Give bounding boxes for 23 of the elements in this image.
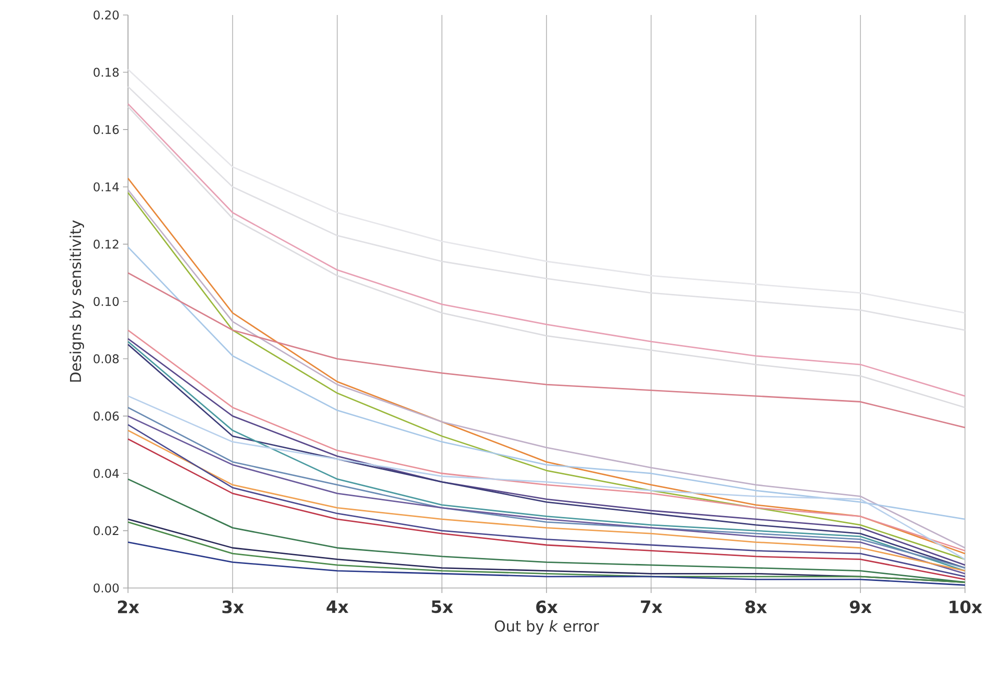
x-tick-label: 2x	[118, 600, 140, 614]
x-tick-label: 8x	[745, 600, 767, 614]
x-tick-label: 5x	[432, 600, 453, 614]
y-tick-label: 0.00	[94, 583, 119, 593]
x-tick-label: 3x	[222, 600, 244, 614]
x-tick-label: 4x	[326, 600, 348, 613]
x-axis-title: Out by k error	[494, 620, 600, 635]
y-tick-label: 0.12	[94, 240, 118, 249]
x-tick-label: 7x	[640, 600, 662, 613]
x-tick-label: 9x	[850, 600, 872, 614]
y-tick-label: 0.20	[94, 10, 119, 20]
y-tick-label: 0.06	[94, 412, 119, 421]
x-tick-label: 10x	[950, 600, 982, 614]
y-tick-label: 0.08	[94, 354, 119, 364]
x-tick-label: 6x	[536, 600, 558, 614]
y-tick-label: 0.14	[94, 182, 119, 192]
y-tick-label: 0.02	[94, 526, 118, 536]
y-tick-label: 0.04	[94, 468, 119, 478]
y-tick-label: 0.18	[94, 68, 119, 77]
y-tick-label: 0.16	[94, 125, 119, 134]
y-tick-label: 0.10	[94, 296, 119, 306]
line-series	[127, 246, 966, 520]
y-axis-title: Designs by sensitivity	[70, 220, 84, 382]
